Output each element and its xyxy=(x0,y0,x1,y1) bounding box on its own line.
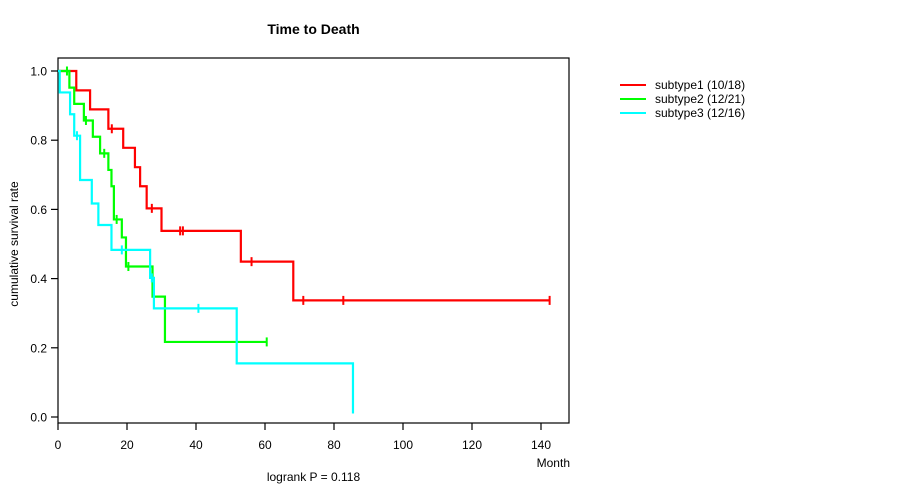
legend: subtype1 (10/18) subtype2 (12/21) subtype3… xyxy=(620,78,745,120)
legend-item-subtype2: subtype2 (12/21) xyxy=(620,92,745,106)
x-tick-label: 20 xyxy=(120,438,134,452)
x-tick-label: 80 xyxy=(327,438,341,452)
censor-ticks-subtype2 xyxy=(65,66,268,347)
chart-title: Time to Death xyxy=(267,21,360,37)
legend-line-subtype2 xyxy=(620,98,646,100)
y-tick-label: 1.0 xyxy=(30,65,47,79)
km-curve-subtype2 xyxy=(58,69,267,344)
x-tick-label: 100 xyxy=(393,438,413,452)
x-tick-label: 60 xyxy=(258,438,272,452)
legend-item-subtype1: subtype1 (10/18) xyxy=(620,78,745,92)
x-tick-label: 140 xyxy=(531,438,551,452)
x-tick-label: 0 xyxy=(55,438,62,452)
y-tick-label: 0.6 xyxy=(30,203,47,217)
legend-item-subtype3: subtype3 (12/16) xyxy=(620,106,745,120)
y-tick-label: 0.2 xyxy=(30,341,47,355)
y-axis: 0.0 0.2 0.4 0.6 0.8 1.0 xyxy=(30,65,58,425)
y-axis-title: cumulative survival rate xyxy=(7,181,21,307)
logrank-pvalue-note: logrank P = 0.118 xyxy=(266,470,361,484)
y-tick-label: 0.0 xyxy=(30,411,47,425)
x-axis: 0 20 40 60 80 100 120 140 xyxy=(55,423,551,452)
y-tick-label: 0.4 xyxy=(30,272,47,286)
x-tick-label: 40 xyxy=(189,438,203,452)
legend-label-subtype3: subtype3 (12/16) xyxy=(655,106,746,120)
plot-box xyxy=(57,57,570,424)
legend-line-subtype3 xyxy=(620,112,646,114)
censor-ticks-subtype3 xyxy=(75,131,200,313)
x-axis-title: Month xyxy=(536,456,570,470)
km-curve-subtype1 xyxy=(58,69,550,302)
legend-label-subtype2: subtype2 (12/21) xyxy=(655,92,746,106)
legend-label-subtype1: subtype1 (10/18) xyxy=(655,78,746,92)
x-tick-label: 120 xyxy=(462,438,482,452)
legend-line-subtype1 xyxy=(620,84,646,86)
censor-ticks-subtype1 xyxy=(110,124,551,305)
y-tick-label: 0.8 xyxy=(30,134,47,148)
km-curve-subtype3 xyxy=(58,69,355,414)
